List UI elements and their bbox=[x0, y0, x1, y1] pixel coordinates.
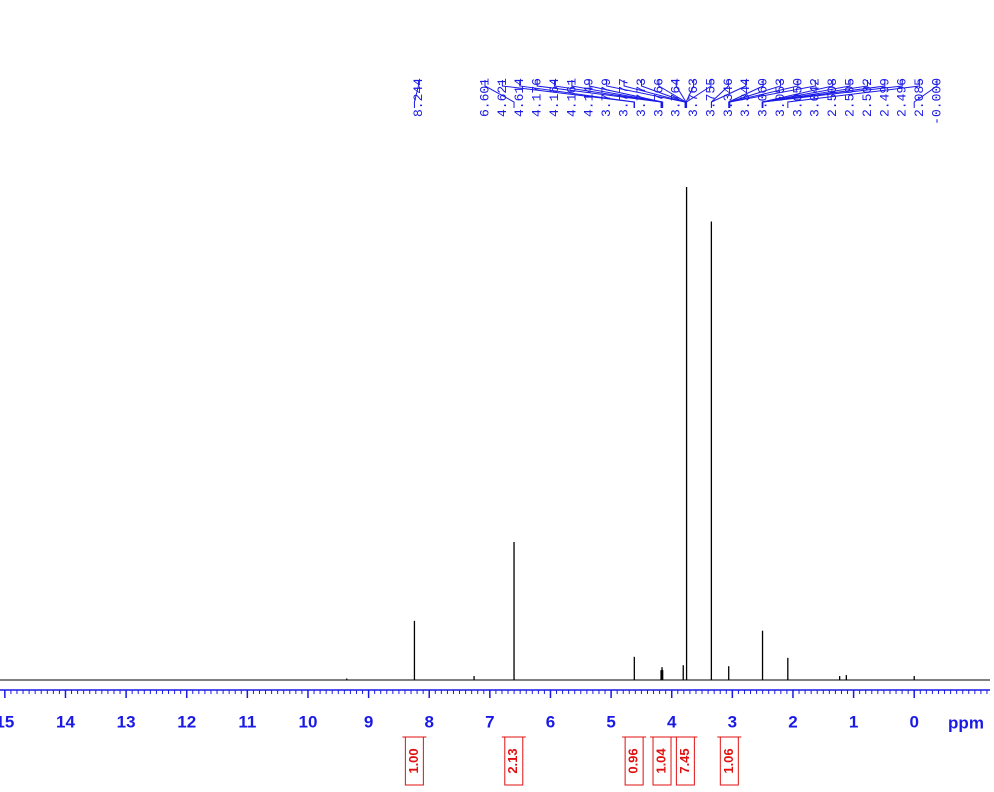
peak-label: 4.621 bbox=[495, 78, 510, 117]
x-tick-label: 10 bbox=[299, 712, 318, 731]
x-tick-label: 3 bbox=[728, 712, 737, 731]
x-tick-label: 0 bbox=[909, 712, 918, 731]
x-tick-label: 7 bbox=[485, 712, 494, 731]
x-tick-label: 4 bbox=[667, 712, 677, 731]
peak-leader bbox=[571, 80, 663, 108]
x-tick-label: 9 bbox=[364, 712, 373, 731]
peak-leader bbox=[484, 80, 515, 108]
integral-label: 1.00 bbox=[406, 748, 421, 773]
x-tick-label: 14 bbox=[56, 712, 75, 731]
peak-leader bbox=[413, 80, 419, 108]
x-tick-label: 1 bbox=[849, 712, 858, 731]
x-tick-label: 8 bbox=[424, 712, 433, 731]
x-tick-label: 6 bbox=[546, 712, 555, 731]
peak-label: 4.176 bbox=[530, 78, 545, 117]
peak-label: 2.508 bbox=[825, 78, 840, 117]
x-axis-label: ppm bbox=[948, 713, 984, 732]
integral-label: 0.96 bbox=[626, 748, 641, 773]
integral-label: 1.06 bbox=[721, 748, 736, 773]
peak-leader bbox=[762, 80, 903, 108]
peak-label: 3.346 bbox=[721, 78, 736, 117]
peak-label: 4.164 bbox=[547, 78, 562, 117]
peak-label: 3.042 bbox=[808, 78, 823, 117]
peak-label: 3.777 bbox=[617, 78, 632, 117]
peak-label: 4.149 bbox=[582, 78, 597, 117]
integral-label: 1.04 bbox=[653, 748, 668, 774]
peak-leader bbox=[710, 80, 747, 108]
integral-label: 2.13 bbox=[505, 748, 520, 773]
peak-leader bbox=[686, 80, 712, 108]
peak-leader bbox=[913, 80, 938, 108]
x-tick-label: 15 bbox=[0, 712, 14, 731]
peak-leader bbox=[588, 80, 664, 108]
peak-label: 4.614 bbox=[512, 78, 527, 117]
peak-leader bbox=[536, 80, 662, 108]
x-tick-label: 2 bbox=[788, 712, 797, 731]
peak-label: 3.755 bbox=[703, 78, 718, 117]
peak-label: 2.085 bbox=[912, 78, 927, 117]
x-tick-label: 5 bbox=[606, 712, 615, 731]
peak-label: -0.000 bbox=[929, 78, 944, 125]
peak-leader bbox=[729, 80, 816, 108]
x-tick-label: 12 bbox=[177, 712, 196, 731]
x-tick-label: 13 bbox=[117, 712, 136, 731]
peak-label: 3.779 bbox=[599, 78, 614, 117]
peak-label: 3.764 bbox=[669, 78, 684, 117]
peak-leader bbox=[519, 80, 635, 108]
peak-label: 4.161 bbox=[564, 78, 579, 117]
x-tick-label: 11 bbox=[238, 712, 256, 731]
peak-leader bbox=[787, 80, 921, 108]
integral-label: 7.45 bbox=[677, 748, 692, 773]
